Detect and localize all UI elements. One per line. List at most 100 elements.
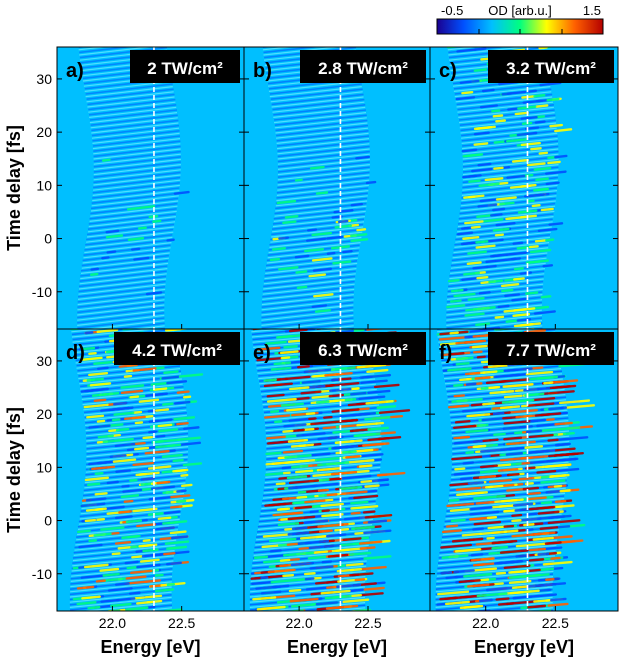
fringe-od-segment [320, 589, 351, 595]
fringe-od-segment [559, 489, 571, 493]
fringe-light-stripe [277, 143, 370, 155]
fringe-light-stripe [257, 518, 374, 530]
x-tick-label: 22.5 [542, 615, 569, 631]
fringe-dark-stripe [89, 104, 177, 116]
fringe-od-segment [462, 153, 484, 158]
fringe-od-segment [151, 392, 169, 397]
fringe-od-segment [267, 568, 296, 574]
fringe-od-segment [107, 587, 133, 592]
fringe-light-stripe [443, 518, 561, 530]
fringe-light-stripe [263, 399, 379, 411]
fringe-light-stripe [269, 236, 362, 248]
fringe-od-segment [353, 432, 381, 438]
fringe-od-segment [531, 397, 556, 402]
fringe-od-segment [309, 165, 325, 170]
fringe-od-segment [465, 428, 489, 434]
y-tick-label: -10 [32, 284, 52, 300]
intensity-label-box [130, 50, 240, 83]
fringe-dark-stripe [447, 47, 458, 48]
fringe-od-segment [96, 366, 109, 370]
fringe-od-segment [266, 397, 297, 403]
fringe-light-stripe [273, 210, 366, 222]
fringe-od-segment [337, 574, 352, 578]
fringe-od-segment [173, 400, 191, 405]
fringe-od-segment [323, 415, 333, 419]
fringe-light-stripe [82, 487, 185, 499]
fringe-light-stripe [86, 231, 174, 243]
fringe-dark-stripe [261, 306, 354, 319]
fringe-light-stripe [435, 596, 553, 608]
fringe-od-segment [337, 470, 358, 475]
fringe-od-segment [331, 408, 360, 413]
fringe-light-stripe [83, 404, 186, 416]
fringe-od-segment [464, 220, 484, 225]
fringe-dark-stripe [277, 166, 370, 178]
fringe-light-stripe [86, 440, 189, 452]
fringe-od-segment [478, 291, 491, 295]
fringe-light-stripe [268, 80, 361, 92]
fringe-od-segment [478, 598, 493, 603]
fringe-light-stripe [86, 91, 174, 103]
fringe-dark-stripe [89, 208, 177, 220]
fringe-light-stripe [93, 164, 181, 176]
fringe-light-stripe [78, 35, 165, 45]
fringe-od-segment [533, 166, 552, 171]
y-tick-label: 20 [36, 124, 52, 140]
intensity-label-box [300, 50, 426, 83]
fringe-od-segment [473, 520, 502, 526]
fringe-od-segment [138, 205, 156, 210]
fringe-dark-stripe [93, 171, 181, 184]
fringe-od-segment [256, 356, 283, 362]
fringe-od-segment [169, 494, 191, 499]
fringe-od-segment [551, 535, 573, 540]
fringe-light-stripe [436, 565, 554, 577]
fringe-od-segment [303, 572, 316, 576]
fringe-od-segment [165, 561, 182, 566]
fringe-od-segment [478, 182, 500, 187]
fringe-od-segment [279, 350, 299, 355]
fringe-light-stripe [265, 425, 381, 437]
fringe-od-segment [547, 473, 570, 478]
fringe-od-segment [76, 585, 95, 590]
fringe-od-segment [263, 414, 291, 419]
fringe-od-segment [523, 386, 551, 392]
fringe-od-segment [100, 598, 120, 603]
fringe-light-stripe [450, 477, 568, 489]
fringe-light-stripe [77, 294, 165, 306]
fringe-od-segment [491, 539, 518, 545]
fringe-od-segment [260, 590, 282, 595]
fringe-light-stripe [77, 288, 166, 300]
fringe-od-segment [317, 435, 344, 441]
fringe-light-stripe [90, 117, 178, 129]
fringe-dark-stripe [90, 197, 179, 210]
fringe-light-stripe [79, 47, 155, 56]
fringe-light-stripe [258, 368, 374, 380]
fringe-od-segment [319, 529, 330, 533]
fringe-od-segment [494, 257, 517, 263]
fringe-od-segment [550, 556, 561, 560]
fringe-od-segment [303, 520, 313, 524]
fringe-od-segment [344, 398, 357, 402]
fringe-od-segment [85, 497, 107, 502]
fringe-od-segment [516, 245, 532, 250]
fringe-od-segment [456, 231, 474, 236]
fringe-light-stripe [77, 299, 165, 311]
fringe-od-segment [251, 618, 275, 620]
fringe-light-stripe [452, 247, 549, 259]
fringe-od-segment [183, 426, 200, 430]
fringe-od-segment [437, 590, 470, 596]
fringe-light-stripe [445, 378, 563, 390]
fringe-od-segment [549, 123, 563, 128]
fringe-od-segment [451, 538, 476, 543]
fringe-od-segment [528, 547, 547, 552]
fringe-od-segment [304, 247, 325, 253]
fringe-od-segment [441, 554, 469, 559]
fringe-light-stripe [451, 456, 569, 468]
x-axis-label: Energy [eV] [100, 637, 200, 657]
fringe-light-stripe [457, 101, 554, 113]
fringe-od-segment [127, 535, 139, 539]
fringe-light-stripe [271, 226, 364, 238]
fringe-light-stripe [277, 169, 370, 181]
fringe-od-segment [345, 455, 361, 459]
fringe-od-segment [520, 214, 537, 219]
